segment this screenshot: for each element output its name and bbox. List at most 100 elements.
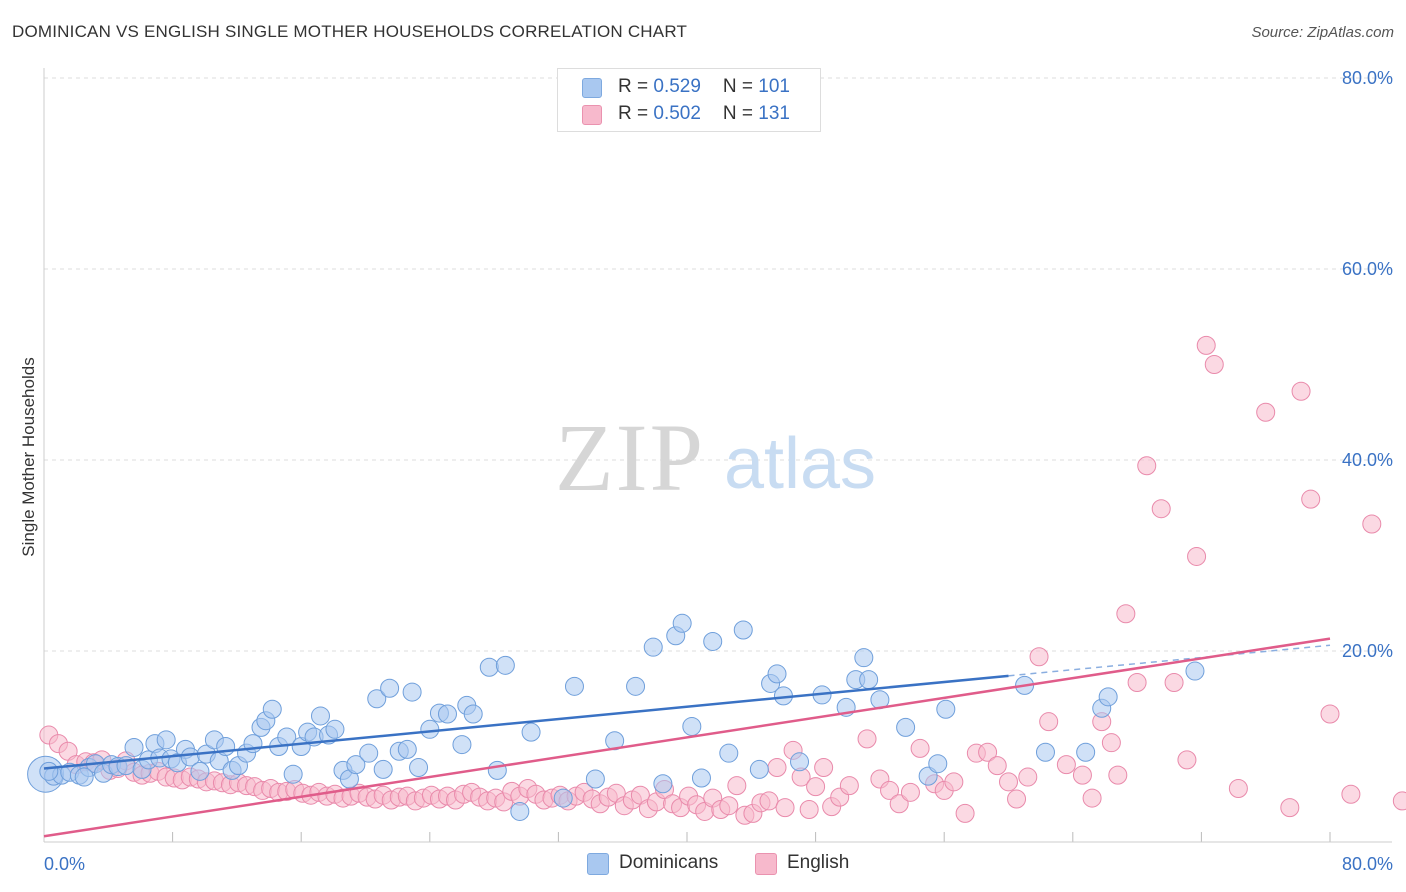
dominicans-point xyxy=(564,676,584,696)
dominicans-point xyxy=(283,764,303,784)
english-point xyxy=(1256,402,1276,422)
english-point xyxy=(880,780,900,800)
dominicans-point xyxy=(1076,742,1096,762)
chart-title: DOMINICAN VS ENGLISH SINGLE MOTHER HOUSE… xyxy=(12,22,688,41)
english-point xyxy=(1177,750,1197,770)
dominicans-point xyxy=(682,716,702,736)
english-point xyxy=(1196,335,1216,355)
dominicans-point xyxy=(749,759,769,779)
dominicans-point xyxy=(380,678,400,698)
english-point xyxy=(814,758,834,778)
trend-lines xyxy=(43,637,1331,838)
dominicans-point xyxy=(359,743,379,763)
english-point xyxy=(1039,712,1059,732)
gridlines xyxy=(44,77,1392,842)
dominicans-point xyxy=(402,682,422,702)
dominicans-point xyxy=(479,657,499,677)
dominicans-point xyxy=(74,767,94,787)
english-point xyxy=(839,776,859,796)
bottom-legend-label-english: English xyxy=(787,852,850,873)
english-point xyxy=(1392,791,1406,811)
english-series xyxy=(39,335,1406,825)
dominicans-point xyxy=(495,655,515,675)
dominicans-point xyxy=(553,788,573,808)
dominicans-point xyxy=(626,676,646,696)
y-tick-label: 40.0% xyxy=(1342,450,1393,470)
dominicans-point xyxy=(437,704,457,724)
english-point xyxy=(727,776,747,796)
english-point xyxy=(1301,489,1321,509)
english-point xyxy=(900,782,920,802)
english-point xyxy=(955,803,975,823)
english-point xyxy=(719,796,739,816)
english-trend-line xyxy=(43,637,1331,838)
dominicans-point xyxy=(463,704,483,724)
bottom-legend-swatch-dominicans xyxy=(587,853,609,875)
dominicans-point xyxy=(1035,742,1055,762)
english-point xyxy=(1029,647,1049,667)
legend-stats-english: R = 0.502 N = 131 xyxy=(618,103,790,124)
x-tick-label: 0.0% xyxy=(44,854,85,874)
english-point xyxy=(1362,514,1382,534)
dominicans-point xyxy=(928,754,948,774)
english-point xyxy=(775,798,795,818)
english-point xyxy=(1082,788,1102,808)
dominicans-point xyxy=(585,769,605,789)
english-point xyxy=(1108,765,1128,785)
dominicans-point xyxy=(124,737,144,757)
dominicans-point xyxy=(936,699,956,719)
watermark: ZIP atlas xyxy=(555,404,876,511)
dominicans-point xyxy=(643,637,663,657)
y-tick-label: 60.0% xyxy=(1342,259,1393,279)
dominicans-series xyxy=(27,613,1205,821)
legend-swatch-dominicans xyxy=(582,78,602,98)
dominicans-point xyxy=(1185,661,1205,681)
english-point xyxy=(1204,355,1224,374)
english-point xyxy=(857,729,877,749)
dominicans-point xyxy=(733,620,753,640)
dominicans-point xyxy=(156,730,176,750)
english-point xyxy=(1116,604,1136,624)
dominicans-point xyxy=(39,761,59,781)
bottom-legend-label-dominicans: Dominicans xyxy=(619,852,719,873)
dominicans-point xyxy=(854,648,874,668)
watermark-zip: ZIP xyxy=(555,404,705,511)
dominicans-point xyxy=(190,761,210,781)
english-point xyxy=(999,772,1018,792)
english-point xyxy=(767,758,787,778)
dominicans-trend-line xyxy=(43,674,1009,770)
axes xyxy=(43,68,1392,843)
dominicans-point xyxy=(367,689,387,709)
dominicans-point xyxy=(325,719,345,739)
dominicans-point xyxy=(767,664,787,684)
english-point xyxy=(1228,779,1248,799)
english-point xyxy=(799,800,819,820)
english-point xyxy=(1280,798,1300,818)
x-tick-label: 80.0% xyxy=(1342,854,1393,874)
dominicans-point xyxy=(521,722,541,742)
english-point xyxy=(889,794,909,814)
dominicans-point xyxy=(510,801,530,821)
dominicans-point xyxy=(896,717,916,737)
dominicans-point xyxy=(397,739,417,759)
dominicans-point xyxy=(1098,687,1118,707)
english-point xyxy=(987,756,1007,776)
english-point xyxy=(978,742,998,762)
english-point xyxy=(1056,755,1076,775)
bottom-legend-swatch-english xyxy=(755,853,777,875)
english-point xyxy=(1151,499,1171,519)
legend-swatch-english xyxy=(582,105,602,125)
legend: R = 0.529 N = 101 R = 0.502 N = 131 xyxy=(557,68,821,132)
chart-source: Source: ZipAtlas.com xyxy=(1251,24,1394,41)
y-tick-label: 80.0% xyxy=(1342,68,1393,88)
english-point xyxy=(1320,704,1340,724)
y-axis-label: Single Mother Households xyxy=(19,357,38,556)
dominicans-point xyxy=(420,719,440,739)
dominicans-point xyxy=(859,670,879,690)
dominicans-point xyxy=(691,768,711,788)
english-point xyxy=(1007,789,1027,809)
dominicans-point xyxy=(346,755,366,775)
english-point xyxy=(910,738,930,758)
dominicans-point xyxy=(262,699,282,719)
